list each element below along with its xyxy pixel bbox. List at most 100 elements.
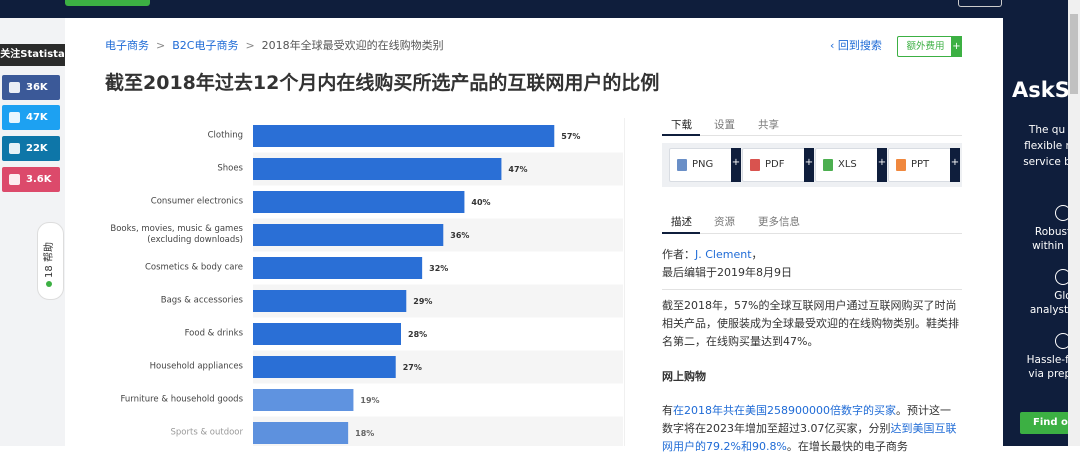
ad-panel[interactable]: AskSt The qu flexible r service b Robust…: [1003, 18, 1068, 446]
count: 3.6K: [26, 174, 52, 185]
category-label: Household appliances: [149, 361, 243, 372]
category-label: Clothing: [207, 130, 243, 141]
tab[interactable]: 共享: [758, 119, 779, 131]
back-link[interactable]: ‹ 回到搜索: [830, 39, 882, 52]
download-button[interactable]: PDF +: [742, 148, 814, 182]
bar: [253, 323, 401, 345]
follow-label: 关注Statista: [0, 44, 65, 66]
ad-icon: [1055, 269, 1068, 285]
breadcrumb: 电子商务 > B2C电子商务 > 2018年全球最受欢迎的在线购物类别: [105, 38, 444, 54]
breadcrumb-link[interactable]: B2C电子商务: [172, 39, 239, 52]
twitter-button[interactable]: 47K: [2, 105, 60, 130]
author-suffix: ，: [751, 248, 763, 261]
category-label: Consumer electronics: [150, 196, 243, 207]
ad-text: Glo: [1054, 290, 1068, 302]
breadcrumb-link[interactable]: 电子商务: [105, 39, 149, 52]
tab[interactable]: 描述: [671, 216, 692, 228]
text: 有: [662, 404, 673, 417]
format: PDF: [765, 159, 785, 170]
plus[interactable]: +: [804, 148, 814, 182]
instagram-button[interactable]: 3.6K: [2, 167, 60, 192]
icon: [677, 159, 687, 171]
ad-text: analyst: [1029, 304, 1068, 316]
tab[interactable]: 下载: [671, 119, 692, 131]
icon: [9, 174, 20, 185]
rule: [662, 289, 962, 290]
value-label: 19%: [360, 396, 379, 405]
value-label: 29%: [413, 297, 432, 306]
tab-underline: [662, 232, 700, 234]
ad-text: flexible r: [1024, 140, 1068, 152]
facebook-button[interactable]: 36K: [2, 75, 60, 100]
bar: [253, 158, 502, 180]
category-label: Furniture & household goods: [120, 394, 244, 405]
ad-text: Robust: [1034, 226, 1068, 238]
tab[interactable]: 资源: [714, 216, 735, 228]
icon: [750, 159, 760, 171]
value-label: 36%: [450, 231, 469, 240]
status-dot: [46, 281, 52, 287]
help-pill[interactable]: [37, 222, 64, 300]
icon: [9, 143, 20, 154]
top-button[interactable]: [65, 0, 150, 6]
ad-text: via prepa: [1028, 368, 1068, 380]
scrollbar-thumb[interactable]: [1070, 14, 1078, 94]
category-label: Food & drinks: [184, 328, 243, 339]
top-bar: [0, 0, 1068, 18]
bar: [253, 125, 555, 147]
author-line: 作者：J. Clement，: [662, 246, 960, 264]
extra-plus[interactable]: +: [951, 36, 962, 57]
bar: [253, 191, 465, 213]
top-button[interactable]: [958, 0, 1002, 7]
bar: [253, 422, 349, 444]
value-label: 40%: [471, 198, 490, 207]
ad-button[interactable]: Find ou: [1020, 412, 1068, 434]
bar: [253, 356, 396, 378]
value-label: 28%: [408, 330, 427, 339]
tab-rule: [662, 135, 962, 136]
tab[interactable]: 设置: [714, 119, 735, 131]
icon: [896, 159, 906, 171]
breadcrumb-current: 2018年全球最受欢迎的在线购物类别: [261, 39, 444, 52]
page-title: 截至2018年过去12个月内在线购买所选产品的互联网用户的比例: [105, 72, 660, 94]
category-label: Books, movies, music & games (excluding …: [110, 224, 243, 245]
plus[interactable]: +: [950, 148, 960, 182]
text: 。预计这一数字将在2023年增加至超过3.07亿买家，分别: [662, 404, 951, 435]
tab-underline: [662, 134, 700, 136]
author-link[interactable]: J. Clement: [695, 248, 752, 261]
category-label: Shoes: [217, 163, 243, 174]
category-label: Bags & accessories: [160, 295, 243, 306]
author-label: 作者：: [662, 248, 695, 261]
ad-text: service b: [1023, 156, 1068, 168]
ad-text: Hassle-fre: [1026, 354, 1068, 366]
count: 22K: [26, 143, 48, 154]
description: 有在2018年共在美国258900000倍数字的买家。预计这一数字将在2023年…: [662, 402, 960, 456]
bar: [253, 257, 423, 279]
tab[interactable]: 更多信息: [758, 216, 800, 228]
bar: [253, 290, 407, 312]
download-button[interactable]: PNG +: [669, 148, 741, 182]
tab-rule: [662, 233, 962, 234]
ad-icon: [1055, 205, 1068, 221]
category-label: Cosmetics & body care: [144, 262, 243, 273]
extra-button[interactable]: 额外费用: [897, 36, 954, 57]
ad-text: within 2: [1032, 240, 1068, 252]
separator: >: [156, 39, 166, 52]
download-button[interactable]: XLS +: [815, 148, 887, 182]
download-button[interactable]: PPT +: [888, 148, 960, 182]
value-label: 27%: [403, 363, 422, 372]
link[interactable]: 在2018年共在美国258900000倍数字的买家: [673, 404, 896, 417]
icon: [9, 82, 20, 93]
format: XLS: [838, 159, 857, 170]
section-heading: 网上购物: [662, 370, 706, 383]
ad-brand: AskSt: [1012, 78, 1068, 102]
category-label: Sports & outdoor: [170, 427, 244, 438]
description: 截至2018年，57%的全球互联网用户通过互联网购买了时尚相关产品，使服装成为全…: [662, 299, 959, 348]
bar: [253, 389, 354, 411]
value-label: 32%: [429, 264, 448, 273]
linkedin-button[interactable]: 22K: [2, 136, 60, 161]
plus[interactable]: +: [731, 148, 741, 182]
scrollbar[interactable]: [1068, 0, 1080, 446]
plus[interactable]: +: [877, 148, 887, 182]
count: 47K: [26, 112, 48, 123]
